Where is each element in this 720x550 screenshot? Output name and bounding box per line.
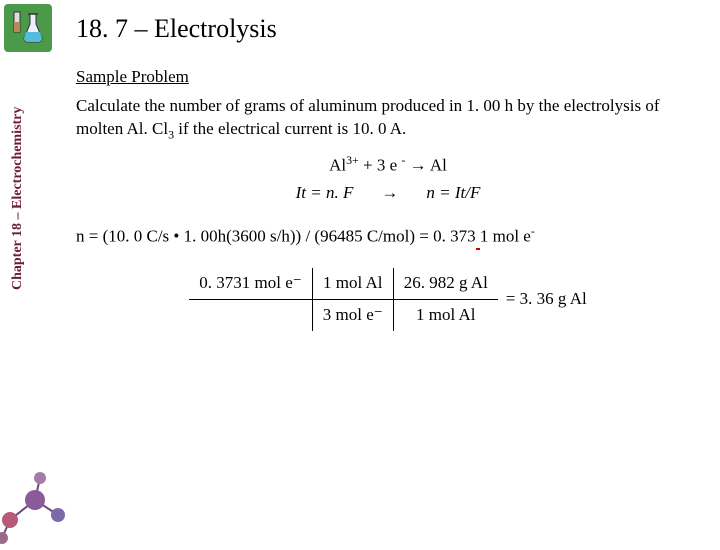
chemistry-flask-icon: [4, 4, 52, 52]
final-result: = 3. 36 g Al: [506, 288, 587, 311]
formula-line: It = n. F→n = It/F: [76, 182, 700, 205]
dim-cell: 1 mol Al: [394, 300, 498, 331]
dim-cell: 26. 982 g Al: [394, 268, 498, 300]
problem-heading: Sample Problem: [76, 66, 700, 89]
problem-statement: Calculate the number of grams of aluminu…: [76, 95, 700, 142]
half-reaction: Al3+ + 3 e - → Al: [76, 152, 700, 178]
dimensional-analysis: 0. 3731 mol e⁻ 1 mol Al 26. 982 g Al 3 m…: [76, 268, 700, 331]
molecule-decoration-icon: [0, 460, 80, 550]
calculation-line: n = (10. 0 C/s • 1. 00h(3600 s/h)) / (96…: [76, 223, 700, 251]
slide-title: 18. 7 – Electrolysis: [76, 14, 277, 44]
dim-cell: 3 mol e⁻: [313, 300, 394, 331]
slide-content: Sample Problem Calculate the number of g…: [76, 66, 700, 331]
chapter-label: Chapter 18 – Electrochemistry: [10, 107, 26, 290]
dim-cell: [189, 300, 312, 331]
dim-cell: 1 mol Al: [313, 268, 394, 300]
dim-cell: 0. 3731 mol e⁻: [189, 268, 312, 300]
